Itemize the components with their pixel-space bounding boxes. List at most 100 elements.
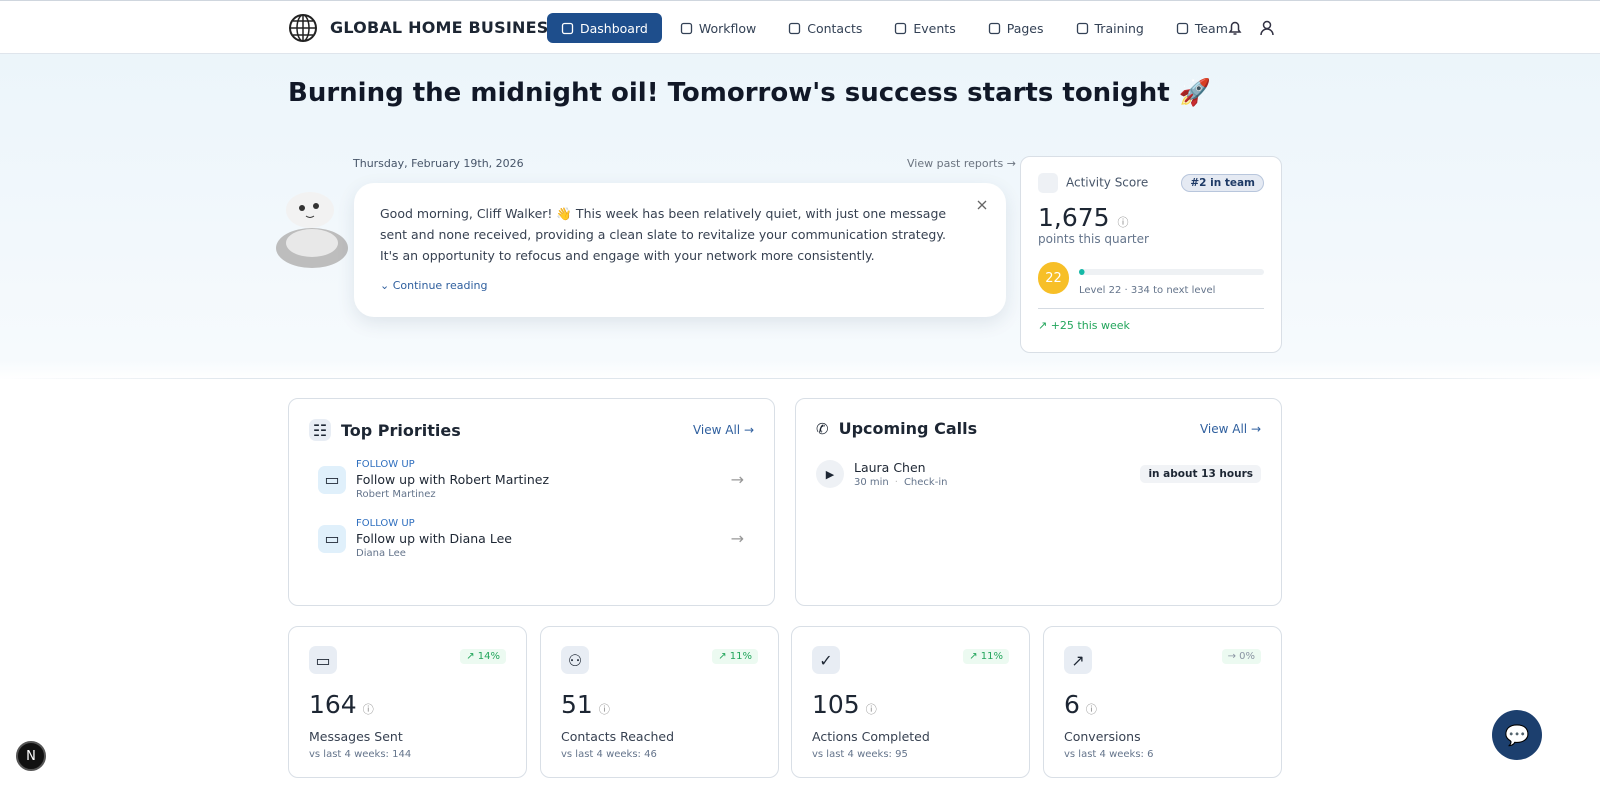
priorities-view-all[interactable]: View All → (692, 423, 754, 437)
priority-title: Follow up with Diana Lee (356, 531, 512, 546)
call-item[interactable]: ▶ Laura Chen 30 min · Check-in in about 13 ho… (816, 460, 1261, 488)
stat-card: ↗ → 0% 6 ⓘ Conversions vs last 4 weeks: 6 (1043, 626, 1282, 778)
continue-link[interactable]: ⌄ Continue reading (380, 279, 488, 292)
nav-label: Training (1094, 20, 1144, 36)
report-date: Thursday, February 19th, 2026 (353, 157, 524, 170)
headline: Burning the midnight oil! Tomorrow's suc… (288, 78, 1212, 108)
rank-pill: #2 in team (1181, 174, 1264, 192)
nav-icon (789, 22, 801, 34)
stat-value-row: 51 ⓘ (561, 690, 758, 719)
level-info: Level 22 · 334 to next level (1079, 260, 1264, 296)
call-meta: 30 min · Check-in (854, 477, 1140, 488)
call-text: Laura Chen 30 min · Check-in (854, 460, 1140, 488)
stat-card: ✓ ↗ 11% 105 ⓘ Actions Completed vs last 4 wee… (791, 626, 1030, 778)
activity-icon (1038, 173, 1058, 193)
call-name: Laura Chen (854, 460, 926, 475)
info-icon: ⓘ (865, 703, 877, 716)
past-reports-text: View past reports (907, 157, 1004, 170)
stat-value: 6 (1064, 690, 1080, 719)
activity-score: 1,675 ⓘ (1038, 203, 1264, 232)
dev-badge[interactable]: N (16, 741, 46, 771)
priority-tag: FOLLOW UP (356, 518, 415, 529)
robot-avatar (276, 192, 348, 268)
stat-value-row: 164 ⓘ (309, 690, 506, 719)
stat-icon: ↗ (1064, 646, 1092, 674)
priorities-card: ☷ Top Priorities View All → ▭ FOLLOW UP Fo… (288, 398, 775, 606)
priorities-list: ▭ FOLLOW UP Follow up with Robert Martinez… (309, 459, 754, 559)
level-badge: 22 (1038, 262, 1069, 294)
calls-view-all[interactable]: View All → (1199, 421, 1261, 436)
notifications[interactable] (1226, 19, 1244, 37)
nav-item[interactable]: Team (1162, 13, 1242, 43)
stat-card: ▭ ↗ 14% 164 ⓘ Messages Sent vs last 4 weeks: … (288, 626, 527, 778)
priority-person: Diana Lee (356, 548, 406, 559)
stat-change: → 0% (1221, 649, 1261, 664)
priority-text: FOLLOW UP Follow up with Robert Martinez R… (356, 459, 731, 500)
score-caption: points this quarter (1038, 232, 1149, 246)
priority-tag: FOLLOW UP (356, 459, 415, 470)
stat-compare: vs last 4 weeks: 6 (1064, 749, 1154, 760)
nav-item[interactable]: Contacts (774, 13, 876, 43)
nav-label: Team (1194, 20, 1228, 36)
priorities-icon: ☷ (309, 419, 331, 441)
stat-value: 105 (812, 690, 860, 719)
stat-label: Actions Completed (812, 729, 930, 744)
call-dot: · (894, 477, 898, 488)
call-icon: ▶ (816, 460, 844, 488)
stat-value-row: 105 ⓘ (812, 690, 1009, 719)
view-all-text: View All (692, 423, 741, 437)
nav-item[interactable]: Training (1062, 13, 1158, 43)
nav-icon (1176, 22, 1188, 34)
past-reports-link[interactable]: View past reports → (907, 157, 1016, 170)
activity-header: Activity Score #2 in team (1038, 173, 1264, 193)
top-nav: GLOBAL HOME BUSINESS Dashboard Workflow Co… (0, 0, 1600, 54)
activity-card: Activity Score #2 in team 1,675 ⓘ points… (1020, 156, 1282, 353)
activity-title-row: Activity Score (1038, 173, 1148, 193)
calls-list: ▶ Laura Chen 30 min · Check-in in about 13 ho… (816, 460, 1261, 488)
stat-value: 51 (561, 690, 593, 719)
nav-label: Dashboard (580, 20, 648, 36)
call-duration: 30 min (854, 477, 889, 488)
nav-label: Workflow (698, 20, 757, 36)
priorities-header: ☷ Top Priorities View All → (309, 419, 754, 441)
phone-icon: ✆ (816, 419, 829, 438)
nav-item[interactable]: Pages (974, 13, 1058, 43)
stat-icon: ✓ (812, 646, 840, 674)
call-kind: Check-in (903, 477, 948, 488)
week-text: +25 this week (1050, 319, 1130, 332)
score-value: 1,675 (1038, 203, 1110, 232)
stat-compare: vs last 4 weeks: 46 (561, 749, 657, 760)
info-icon: ⓘ (598, 703, 610, 716)
stat-card: ⚇ ↗ 11% 51 ⓘ Contacts Reached vs last 4 weeks… (540, 626, 779, 778)
stat-compare: vs last 4 weeks: 144 (309, 749, 412, 760)
progress-fill (1079, 269, 1085, 275)
chat-button[interactable]: 💬 (1492, 710, 1542, 760)
calls-header: ✆ Upcoming Calls View All → (816, 419, 1261, 438)
close-button[interactable] (976, 199, 988, 211)
week-change: ↗ +25 this week (1038, 308, 1264, 332)
priority-title: Follow up with Robert Martinez (356, 472, 550, 487)
nav-label: Events (913, 20, 956, 36)
calls-card: ✆ Upcoming Calls View All → ▶ Laura Chen 3… (795, 398, 1282, 606)
nav-icon (1076, 22, 1088, 34)
nav-label: Contacts (807, 20, 863, 36)
priority-person: Robert Martinez (356, 489, 436, 500)
level-progress (1079, 269, 1264, 275)
brand-logo (289, 14, 317, 42)
profile[interactable] (1258, 19, 1276, 37)
stat-icon: ⚇ (561, 646, 589, 674)
stat-icon: ▭ (309, 646, 337, 674)
priority-item[interactable]: ▭ FOLLOW UP Follow up with Robert Martinez… (309, 459, 754, 500)
priority-arrow: → (730, 529, 744, 548)
continue-text: Continue reading (392, 279, 488, 292)
nav-item[interactable]: Events (880, 13, 969, 43)
nav-icon (988, 22, 1000, 34)
priority-icon: ▭ (318, 524, 346, 553)
priority-item[interactable]: ▭ FOLLOW UP Follow up with Diana Lee Diana … (309, 518, 754, 559)
nav-item[interactable]: Dashboard (547, 13, 662, 43)
stat-compare: vs last 4 weeks: 95 (812, 749, 908, 760)
level-row: 22 Level 22 · 334 to next level (1038, 260, 1264, 296)
stat-label: Conversions (1064, 729, 1141, 744)
nav-item[interactable]: Workflow (666, 13, 770, 43)
